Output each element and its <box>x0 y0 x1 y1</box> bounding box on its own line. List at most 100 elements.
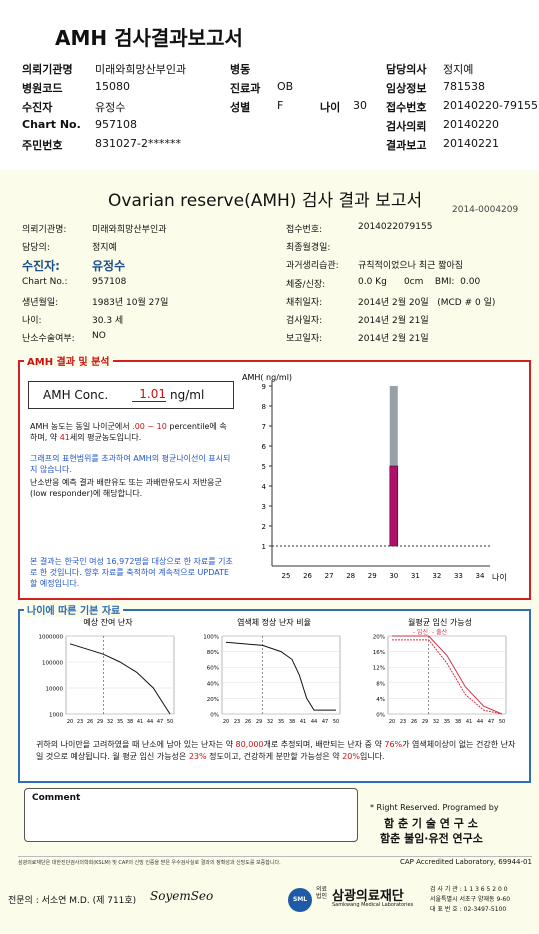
field-label: 주민번호 <box>22 139 63 152</box>
chart-title: 염색체 정상 난자 비율 <box>237 617 311 627</box>
x-tick-label: 35 <box>117 719 123 725</box>
series-line <box>225 641 336 711</box>
amh-response-note: 난소반응 예측 결과 배란유도 또는 과배란유도시 저반응군 (low resp… <box>30 478 222 498</box>
field-label: 병동 <box>230 63 251 76</box>
info-label: 체중/신장: <box>286 280 326 290</box>
amh-bar <box>389 465 399 547</box>
org-small-label: 의료 법인 <box>316 886 328 900</box>
info-value: 30.3 세 <box>92 316 124 326</box>
info-label: 접수번호: <box>286 225 323 235</box>
field-label: 임상정보 <box>386 82 427 95</box>
info-value: 규칙적이었으나 최근 짧아짐 <box>358 261 464 271</box>
y-tick-label: 6 <box>262 443 267 451</box>
summary-birth: 20% <box>342 752 360 761</box>
x-tick-label: 38 <box>289 719 295 725</box>
x-tick-label: 34 <box>476 572 485 580</box>
info-label: 의뢰기관명: <box>22 225 67 235</box>
field-label: 결과보고 <box>386 139 427 152</box>
x-tick-label: 35 <box>444 719 450 725</box>
x-tick-label: 32 <box>432 572 441 580</box>
footer-divider <box>18 856 532 857</box>
field-value: F <box>277 99 284 112</box>
field-label: 접수번호 <box>386 101 427 114</box>
x-tick-label: 29 <box>422 719 428 725</box>
x-tick-label: 28 <box>346 572 355 580</box>
amh-conc-unit: ng/ml <box>170 388 205 402</box>
comment-box <box>24 788 358 842</box>
y-tick-label: 1000 <box>49 713 63 719</box>
desc-text: AMH 농도는 동일 나이군에서 <box>30 422 130 431</box>
x-tick-label: 30 <box>389 572 398 580</box>
y-tick-label: 16% <box>373 650 385 656</box>
y-tick-label: 7 <box>262 423 266 431</box>
x-tick-label: 23 <box>77 719 83 725</box>
summary-text: 개로 추정되며, 배란되는 난자 중 약 <box>263 740 382 749</box>
field-label: 성별 <box>230 101 251 114</box>
x-tick-label: 33 <box>454 572 463 580</box>
desc-text: percentile에 속하며, 약 <box>30 422 227 442</box>
info-value: 2014년 2월 21일 <box>358 334 429 344</box>
report-code: 2014-0004209 <box>452 205 519 215</box>
x-tick-label: 26 <box>245 719 251 725</box>
contact-line: 검 사 기 관 : 1 1 3 6 5 2 0 0 <box>430 886 508 893</box>
x-tick-label: 44 <box>147 719 153 725</box>
x-tick-label: 31 <box>411 572 420 580</box>
plot-area <box>221 635 341 715</box>
info-value: 2014년 2월 20일 (MCD # 0 일) <box>358 298 496 308</box>
y-tick-label: 40% <box>207 681 219 687</box>
info-label: 수진자: <box>22 259 60 273</box>
x-axis-label: 나이 <box>492 572 507 582</box>
info-value: 정지예 <box>92 243 117 253</box>
x-tick-label: 32 <box>433 719 439 725</box>
y-tick-label: 5 <box>262 463 266 471</box>
normal-egg-ratio-chart: 염색체 정상 난자 비율 100% 80% 60% 40% 20% 0% 20 23 26 29 32… <box>203 617 341 725</box>
x-tick-label: 20 <box>67 719 73 725</box>
field-label: 진료과 <box>230 82 261 95</box>
field-value: 781538 <box>443 80 485 93</box>
y-tick-label: 3 <box>262 503 266 511</box>
summary-text: 정도이고, 건강하게 분만할 가능성은 약 <box>209 752 340 761</box>
field-value: 20140220-79155 <box>443 99 538 112</box>
info-value: NO <box>92 331 106 341</box>
contact-line: 서울특별시 서초구 양재동 9-60 <box>430 896 511 903</box>
x-tick-label: 44 <box>477 719 483 725</box>
y-tick-label: 10000 <box>46 687 64 693</box>
x-tick-label: 26 <box>303 572 312 580</box>
x-tick-label: 41 <box>300 719 306 725</box>
x-tick-label: 27 <box>325 572 334 580</box>
x-tick-label: 44 <box>311 719 317 725</box>
summary-text: 가 염색체이상이 없는 건강한 난자일 것으로 예상됩니다. 월 평균 임신 가… <box>36 740 516 761</box>
info-label: 담당의: <box>22 243 50 253</box>
y-tick-label: 1 <box>262 543 266 551</box>
sheet-title: Ovarian reserve(AMH) 검사 결과 보고서 <box>108 191 423 211</box>
rights-text: * Right Reserved. Programed by <box>370 803 499 812</box>
y-tick-label: 0% <box>210 713 219 719</box>
field-value: 957108 <box>95 118 137 131</box>
contact-line: 대 표 번 호 : 02-3497-5100 <box>430 906 507 913</box>
info-label: 채취일자: <box>286 298 323 308</box>
remaining-eggs-chart: 예상 잔여 난자 1000000 100000 10000 1000 20 23 26 29 32… <box>39 617 175 725</box>
x-tick-label: 50 <box>167 719 173 725</box>
amh-graph-note: 그래프의 표현범위를 초과하여 AMH의 평균나이선이 표시되지 않습니다. <box>30 454 231 474</box>
age-label: 나이 <box>320 101 341 114</box>
info-label: 난소수술여부: <box>22 334 75 344</box>
desc-age: 41 <box>59 433 70 442</box>
x-tick-label: 25 <box>282 572 291 580</box>
info-value: 957108 <box>92 277 127 287</box>
y-axis-label: AMH( ng/ml) <box>242 373 292 382</box>
y-tick-label: 8 <box>262 403 266 411</box>
series-line-birth <box>392 639 503 715</box>
x-tick-label: 38 <box>127 719 133 725</box>
y-tick-label: 12% <box>373 666 385 672</box>
x-tick-label: 23 <box>234 719 240 725</box>
summary-text: 입니다. <box>359 752 385 761</box>
org-name-en: Samkwang Medical Laboratories <box>332 902 414 908</box>
doctor-label: 전문의 : 서소연 M.D. (제 711호) <box>8 896 137 906</box>
field-value: OB <box>277 80 294 93</box>
series-line <box>69 643 171 715</box>
plot-area <box>387 635 507 715</box>
series-line-pregnancy <box>392 635 503 715</box>
y-tick-label: 20% <box>207 697 219 703</box>
amh-conc-label: AMH Conc. <box>43 388 109 402</box>
info-label: Chart No.: <box>22 277 68 287</box>
